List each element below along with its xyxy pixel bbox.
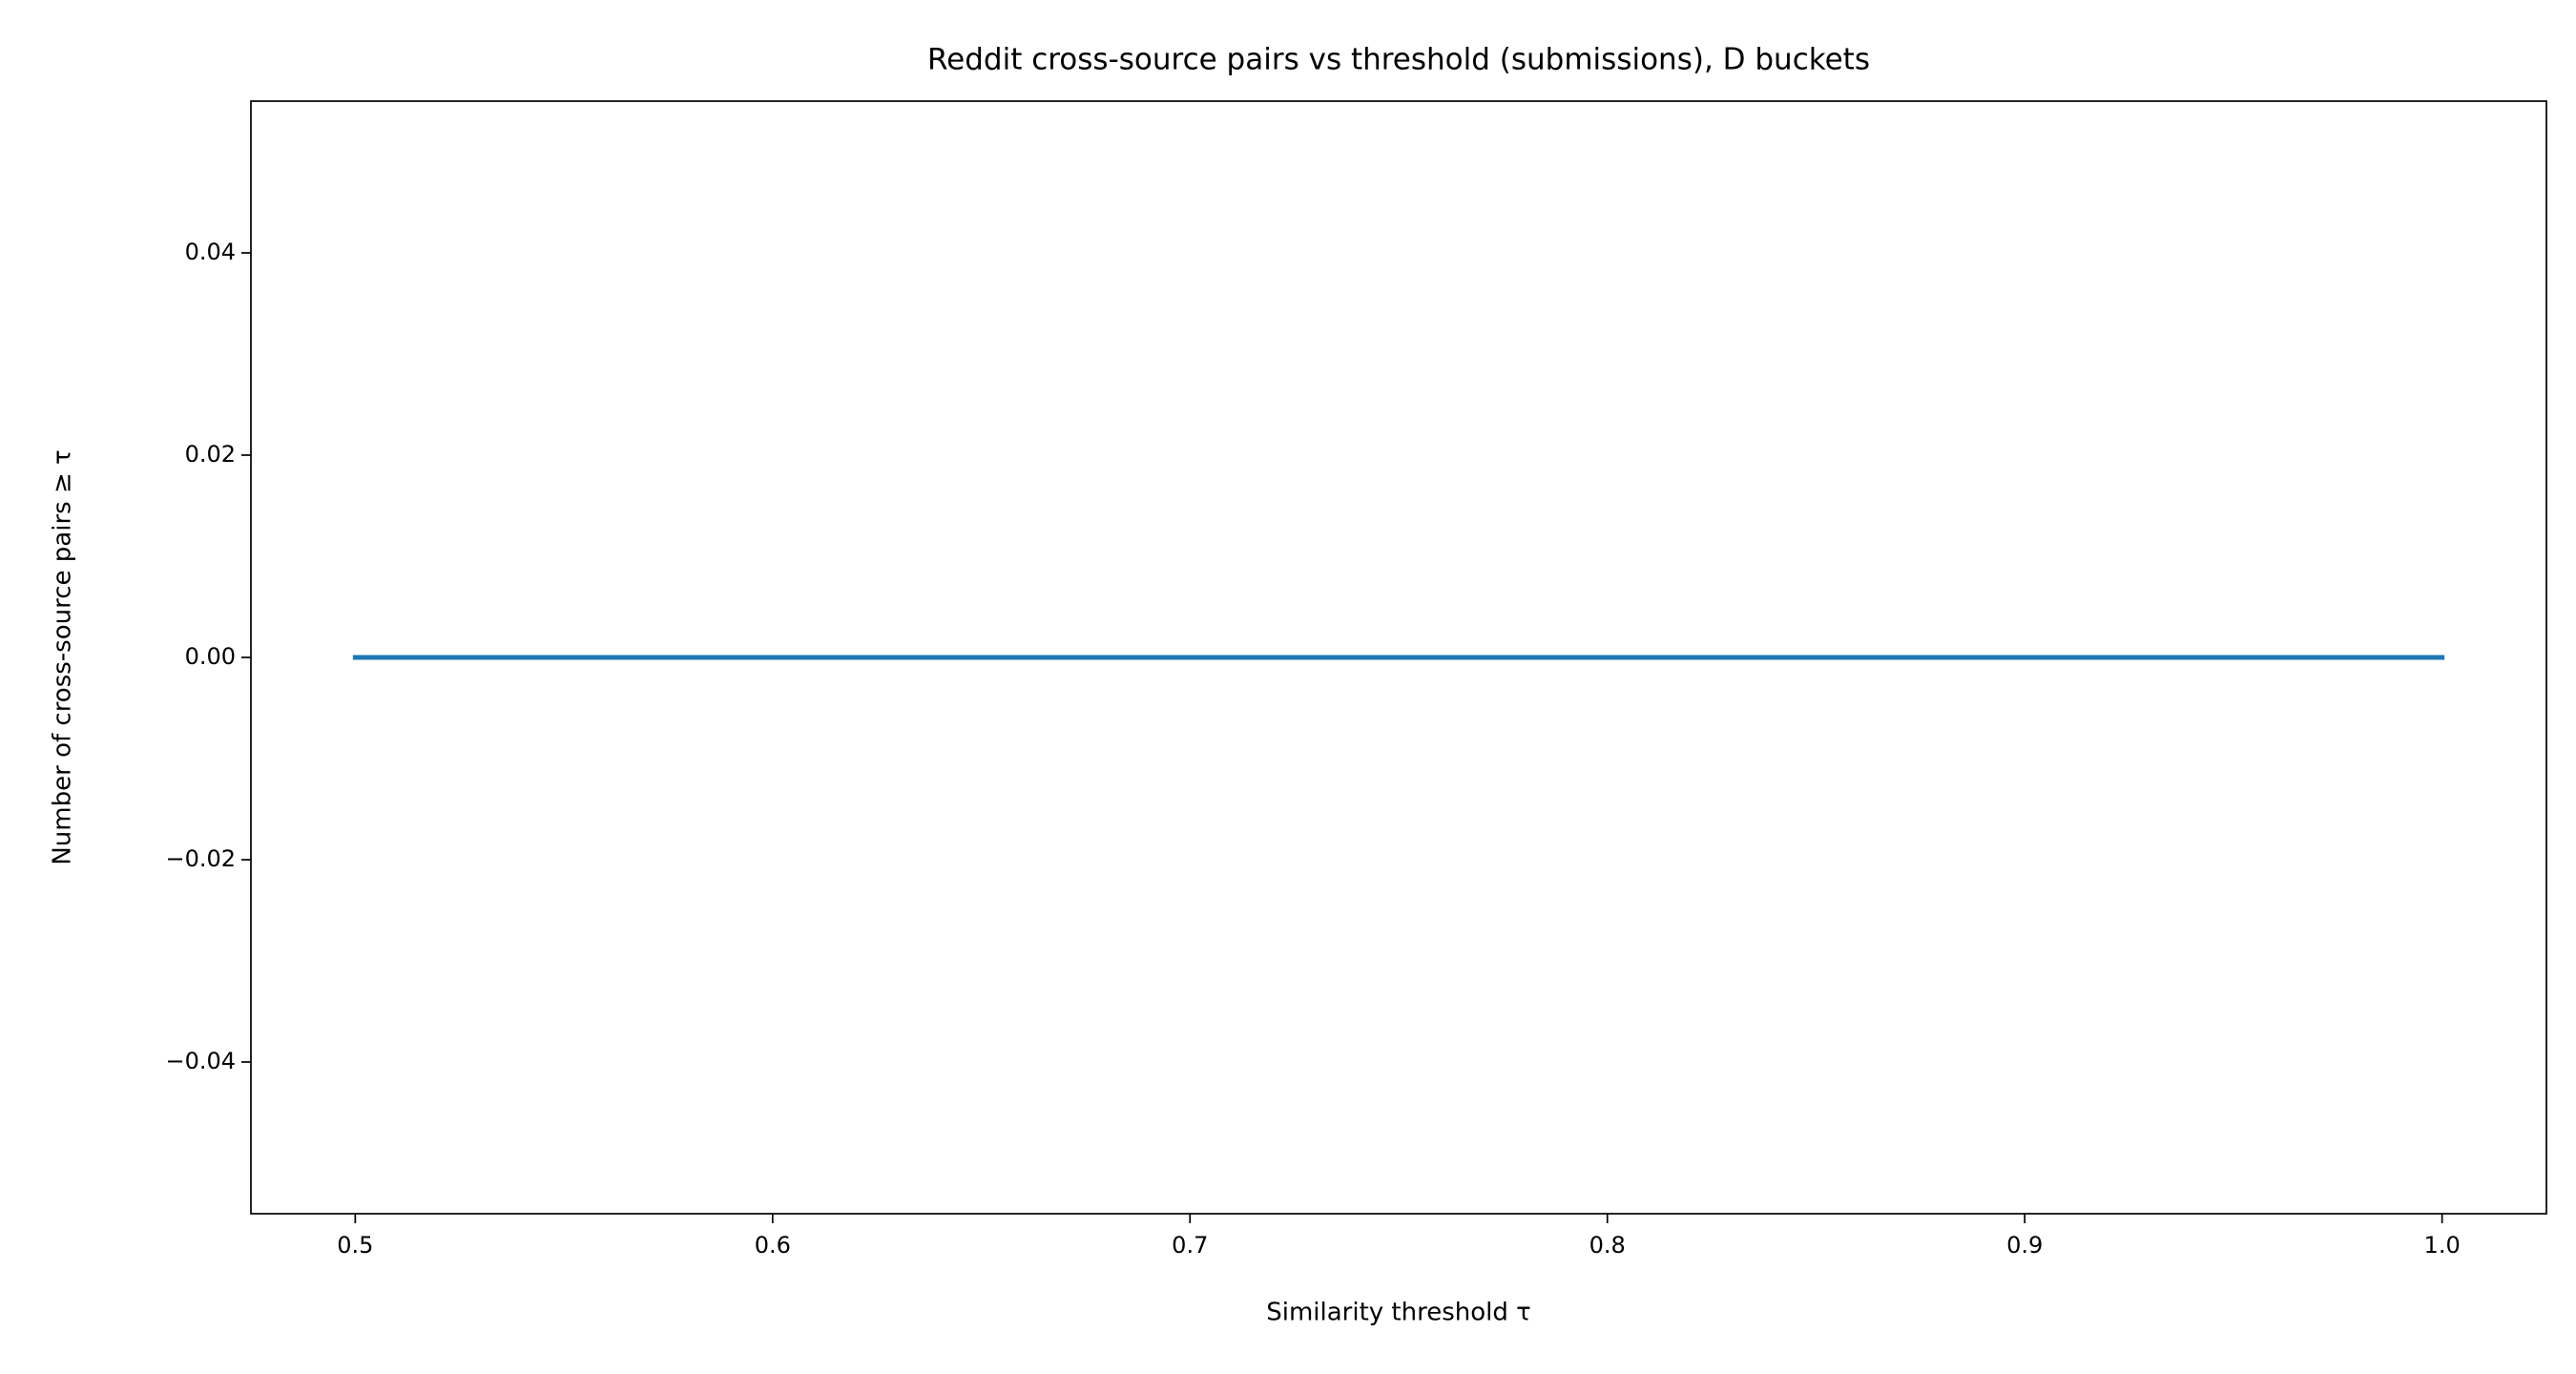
y-tick-label: −0.04 bbox=[165, 1048, 236, 1074]
x-tick-label: 1.0 bbox=[2424, 1232, 2461, 1259]
y-tick-label: 0.02 bbox=[185, 441, 236, 468]
y-tick-label: 0.00 bbox=[185, 643, 236, 670]
x-tick-label: 0.9 bbox=[2006, 1232, 2043, 1259]
x-tick-label: 0.5 bbox=[337, 1232, 373, 1259]
x-axis-label: Similarity threshold τ bbox=[1266, 1299, 1531, 1327]
y-axis-label: Number of cross-source pairs ≥ τ bbox=[49, 449, 77, 864]
y-tick-label: −0.02 bbox=[165, 845, 236, 872]
x-tick-label: 0.7 bbox=[1172, 1232, 1208, 1259]
x-tick-label: 0.6 bbox=[755, 1232, 791, 1259]
y-tick-label: 0.04 bbox=[185, 239, 236, 265]
chart-title: Reddit cross-source pairs vs threshold (… bbox=[927, 43, 1870, 77]
x-tick-label: 0.8 bbox=[1589, 1232, 1626, 1259]
plot-frame bbox=[250, 100, 2547, 1215]
